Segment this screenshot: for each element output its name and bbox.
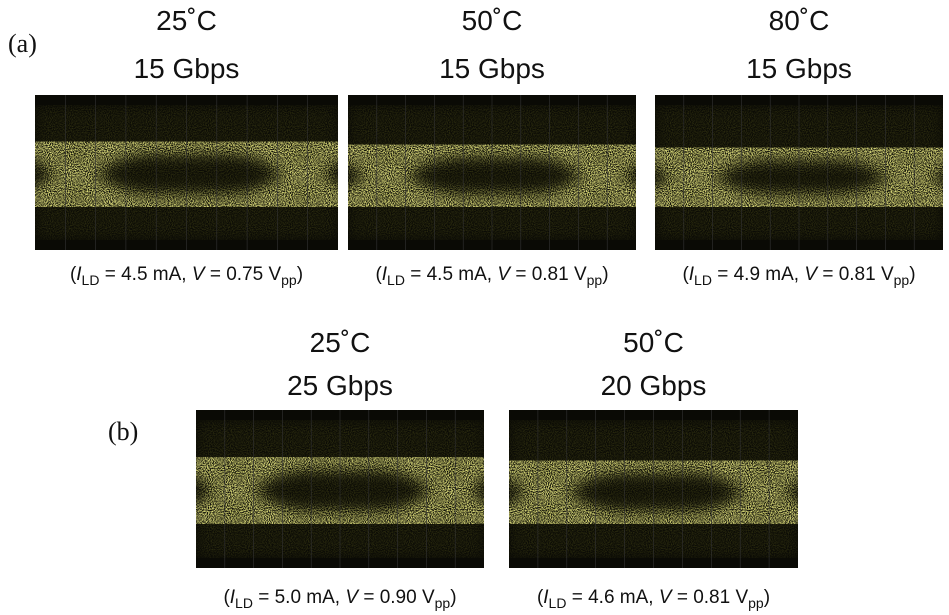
eye-pattern bbox=[308, 95, 676, 250]
eye-pattern bbox=[0, 95, 378, 250]
eye-panel: 25˚C 25 Gbps (ILD = 5.0 mA, V = 0.90 Vpp) bbox=[156, 327, 524, 611]
caption-part: = 4.5 mA, bbox=[405, 264, 497, 285]
caption: (ILD = 5.0 mA, V = 0.90 Vpp) bbox=[223, 587, 456, 611]
caption-part: = 0.90 V bbox=[358, 587, 435, 608]
caption-part: LD bbox=[549, 595, 567, 611]
panel-label: (a) bbox=[8, 29, 37, 58]
caption-part: = 4.5 mA, bbox=[99, 264, 191, 285]
caption-part: ) bbox=[297, 264, 303, 285]
caption-part: = 0.81 V bbox=[672, 587, 749, 608]
caption-part: = 0.81 V bbox=[817, 264, 894, 285]
bit-rate: 15 Gbps bbox=[746, 53, 852, 84]
eye-pattern bbox=[156, 410, 524, 568]
bit-rate: 25 Gbps bbox=[287, 370, 393, 401]
temperature: 25˚C bbox=[310, 327, 371, 358]
caption-part: pp bbox=[587, 272, 603, 288]
caption-part: ) bbox=[602, 264, 608, 285]
bit-rate: 15 Gbps bbox=[134, 53, 240, 84]
caption: (ILD = 4.9 mA, V = 0.81 Vpp) bbox=[682, 264, 915, 288]
eye-panel: 25˚C 15 Gbps (ILD = 4.5 mA, V = 0.75 Vpp) bbox=[0, 5, 378, 288]
caption-part: = 0.75 V bbox=[205, 264, 282, 285]
caption-part: = 4.6 mA, bbox=[566, 587, 658, 608]
caption: (ILD = 4.6 mA, V = 0.81 Vpp) bbox=[537, 587, 770, 611]
temperature: 50˚C bbox=[462, 5, 523, 36]
caption-part: pp bbox=[281, 272, 297, 288]
caption-part: ) bbox=[764, 587, 770, 608]
eye-pattern bbox=[469, 410, 838, 568]
bit-rate: 20 Gbps bbox=[601, 370, 707, 401]
caption-part: LD bbox=[387, 272, 405, 288]
caption: (ILD = 4.5 mA, V = 0.75 Vpp) bbox=[70, 264, 303, 288]
caption-part: pp bbox=[894, 272, 910, 288]
figure: (a) (b) 25˚C 15 Gbps (ILD = 4.5 mA, V = 0.… bbox=[0, 0, 949, 615]
caption-part: = 4.9 mA, bbox=[712, 264, 804, 285]
caption: (ILD = 4.5 mA, V = 0.81 Vpp) bbox=[375, 264, 608, 288]
caption-part: ) bbox=[450, 587, 456, 608]
caption-part: LD bbox=[235, 595, 253, 611]
temperature: 80˚C bbox=[769, 5, 830, 36]
eye-pattern bbox=[615, 95, 949, 250]
caption-part: pp bbox=[435, 595, 451, 611]
caption-part: pp bbox=[748, 595, 764, 611]
caption-part: = 0.81 V bbox=[510, 264, 587, 285]
caption-part: LD bbox=[82, 272, 100, 288]
caption-part: = 5.0 mA, bbox=[253, 587, 345, 608]
temperature: 25˚C bbox=[156, 5, 217, 36]
eye-panel: 50˚C 15 Gbps (ILD = 4.5 mA, V = 0.81 Vpp) bbox=[308, 5, 676, 288]
temperature: 50˚C bbox=[623, 327, 684, 358]
panel-label: (b) bbox=[108, 417, 138, 446]
caption-part: LD bbox=[694, 272, 712, 288]
bit-rate: 15 Gbps bbox=[439, 53, 545, 84]
caption-part: ) bbox=[909, 264, 915, 285]
eye-panel: 80˚C 15 Gbps (ILD = 4.9 mA, V = 0.81 Vpp) bbox=[615, 5, 949, 288]
eye-panel: 50˚C 20 Gbps (ILD = 4.6 mA, V = 0.81 Vpp) bbox=[469, 327, 838, 611]
